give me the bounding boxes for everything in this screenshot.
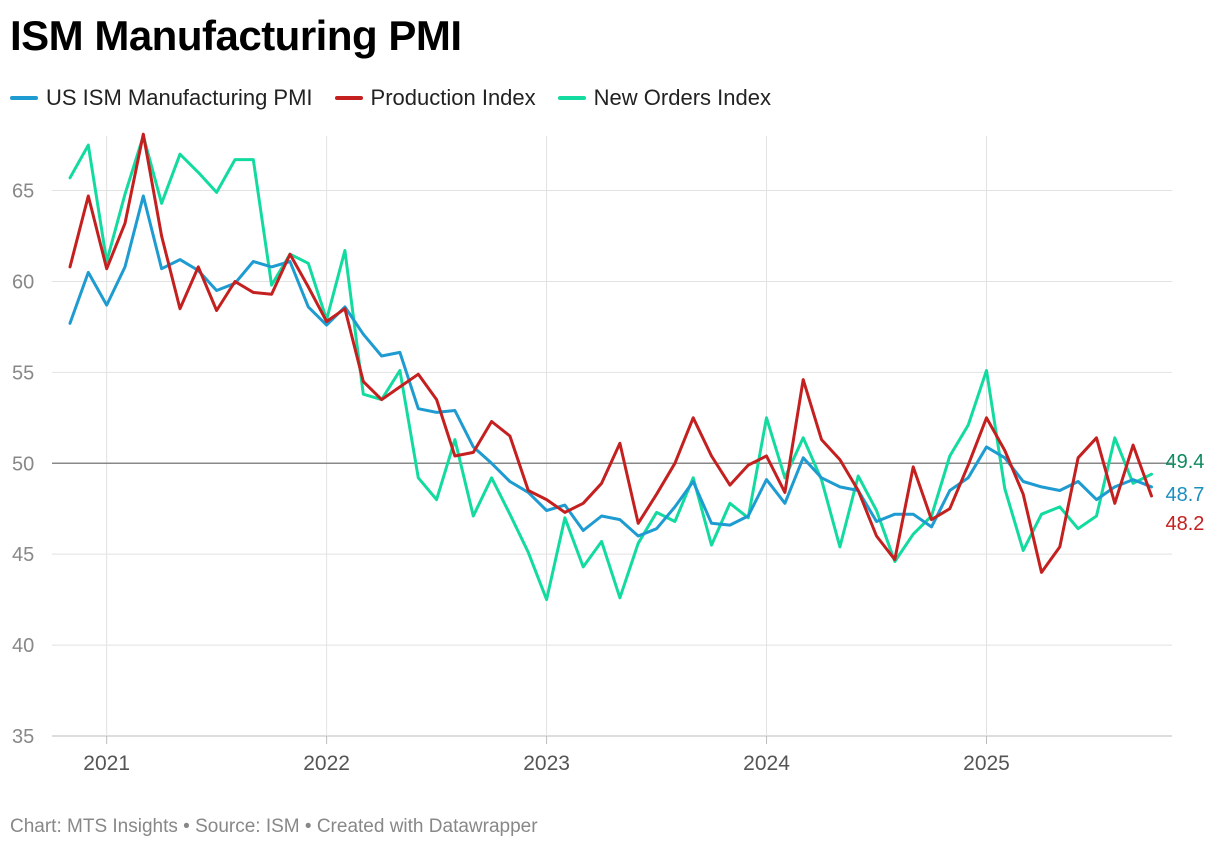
- legend-item-new-orders: New Orders Index: [557, 84, 771, 112]
- pmi-line: [68, 194, 1153, 538]
- end-label-pmi: 48.7: [1165, 484, 1204, 506]
- x-tick-label: 2021: [83, 752, 130, 775]
- new-orders-line: [68, 134, 1153, 602]
- y-tick-label: 65: [12, 181, 34, 203]
- legend-item-pmi: US ISM Manufacturing PMI: [10, 84, 313, 112]
- legend-swatch-production: [334, 96, 363, 100]
- x-tick-label: 2025: [963, 752, 1010, 775]
- legend: US ISM Manufacturing PMI Production Inde…: [10, 84, 793, 112]
- y-tick-label: 60: [12, 271, 34, 293]
- x-tick-label: 2022: [303, 752, 350, 775]
- legend-label-production: Production Index: [370, 85, 536, 110]
- y-tick-label: 45: [12, 544, 34, 566]
- legend-swatch-new-orders: [557, 96, 586, 100]
- legend-label-new-orders: New Orders Index: [593, 85, 771, 110]
- y-tick-label: 35: [12, 726, 34, 748]
- y-tick-label: 55: [12, 362, 34, 384]
- end-label-production: 48.2: [1165, 513, 1204, 535]
- x-tick-label: 2023: [523, 752, 570, 775]
- chart-footer: Chart: MTS Insights • Source: ISM • Crea…: [10, 816, 538, 837]
- legend-swatch-pmi: [10, 96, 38, 100]
- legend-label-pmi: US ISM Manufacturing PMI: [46, 85, 313, 110]
- chart-title: ISM Manufacturing PMI: [10, 12, 462, 59]
- line-chart: 35 40 45 50 55 60 65 2021 2022 2023 2024 2025 49.4 48…: [12, 132, 1204, 775]
- production-line: [68, 132, 1153, 574]
- legend-item-production: Production Index: [334, 84, 536, 112]
- y-tick-label: 40: [12, 635, 34, 657]
- y-tick-label: 50: [12, 453, 34, 475]
- end-label-new-orders: 49.4: [1165, 451, 1204, 473]
- x-tick-label: 2024: [743, 752, 790, 775]
